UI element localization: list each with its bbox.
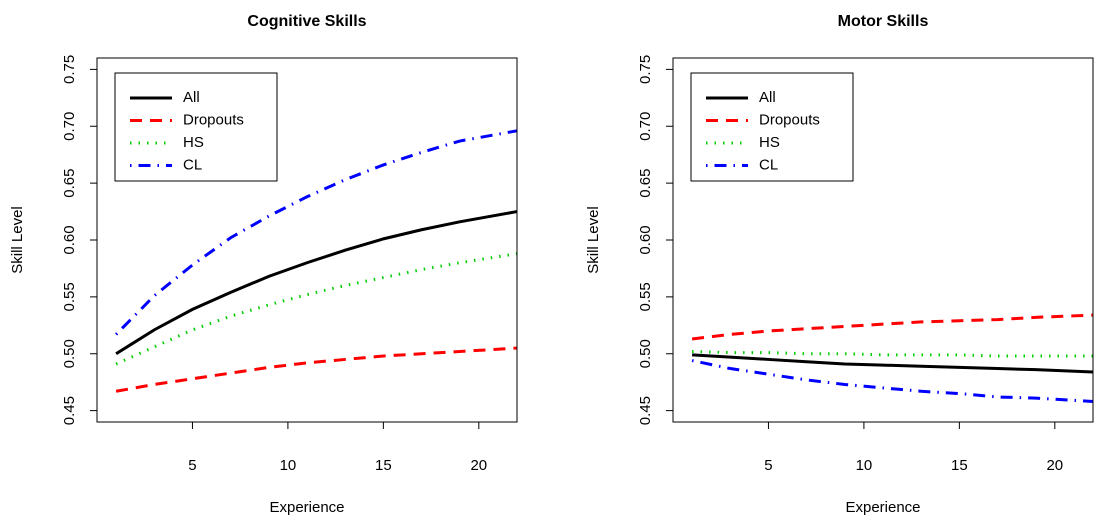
- y-tick-label: 0.60: [637, 225, 654, 254]
- y-tick-label: 0.45: [61, 396, 78, 425]
- y-axis-label: Skill Level: [9, 206, 26, 274]
- x-tick-label: 5: [764, 457, 772, 474]
- x-tick-label: 20: [1046, 457, 1063, 474]
- legend-box: [114, 72, 278, 182]
- legend-label: All: [183, 89, 200, 106]
- y-tick-label: 0.55: [637, 282, 654, 311]
- legend-box: [690, 72, 854, 182]
- series-line: [691, 313, 1094, 341]
- series-line: [115, 210, 518, 356]
- y-tick-label: 0.45: [637, 396, 654, 425]
- plot-frame: [672, 57, 1094, 423]
- y-tick-label: 0.70: [61, 112, 78, 141]
- x-tick-label: 20: [470, 457, 487, 474]
- chart-title: Motor Skills: [838, 13, 929, 30]
- x-tick-label: 10: [856, 457, 873, 474]
- series-line: [115, 346, 518, 393]
- x-tick-label: 15: [951, 457, 968, 474]
- y-tick-label: 0.75: [637, 55, 654, 84]
- x-tick-label: 10: [280, 457, 297, 474]
- legend-label: All: [759, 89, 776, 106]
- legend-label: CL: [183, 156, 202, 173]
- legend-label: Dropouts: [183, 111, 244, 128]
- chart-title: Cognitive Skills: [247, 13, 366, 30]
- plot-frame: [96, 57, 518, 423]
- legend-label: CL: [759, 156, 778, 173]
- legend-label: Dropouts: [759, 111, 820, 128]
- y-tick-label: 0.60: [61, 225, 78, 254]
- series-line: [115, 252, 518, 366]
- series-line: [692, 353, 1094, 374]
- series-line: [691, 359, 1094, 404]
- x-axis-label: Experience: [845, 499, 920, 516]
- x-axis-label: Experience: [269, 499, 344, 516]
- x-tick-label: 5: [188, 457, 196, 474]
- y-axis-label: Skill Level: [585, 206, 602, 274]
- y-tick-label: 0.55: [61, 282, 78, 311]
- series-line: [115, 129, 518, 336]
- series-line: [692, 349, 1093, 358]
- y-tick-label: 0.50: [61, 339, 78, 368]
- y-tick-label: 0.65: [637, 169, 654, 198]
- y-tick-label: 0.50: [637, 339, 654, 368]
- legend-label: HS: [759, 134, 780, 151]
- y-tick-label: 0.70: [637, 112, 654, 141]
- y-tick-label: 0.75: [61, 55, 78, 84]
- x-tick-label: 15: [375, 457, 392, 474]
- y-tick-label: 0.65: [61, 169, 78, 198]
- legend-label: HS: [183, 134, 204, 151]
